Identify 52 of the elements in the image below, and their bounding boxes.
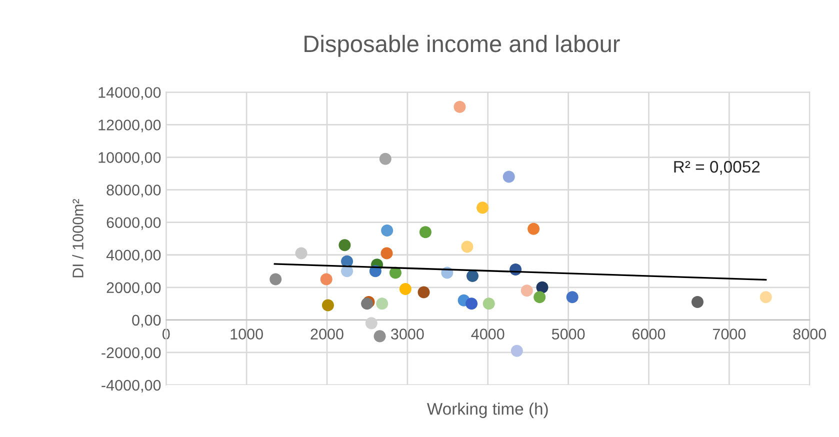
x-tick-label: 1000 — [230, 328, 263, 340]
chart-title: Disposable income and labour — [304, 34, 620, 57]
point — [476, 202, 489, 214]
point — [380, 247, 393, 260]
y-tick-label: 0,00 — [132, 314, 161, 328]
x-tick-label: 3000 — [391, 328, 424, 340]
point — [374, 330, 386, 342]
x-tick-label: 6000 — [632, 328, 666, 340]
x-tick-label: 7000 — [712, 328, 746, 340]
y-tick-label: -4000,00 — [102, 380, 161, 392]
x-tick-label: 0 — [162, 328, 170, 340]
point — [566, 291, 578, 304]
point — [536, 281, 548, 294]
point — [454, 100, 466, 113]
point — [510, 344, 523, 357]
point — [338, 239, 351, 252]
point — [520, 284, 533, 297]
point — [379, 152, 392, 165]
point — [466, 270, 479, 282]
x-tick-label: 5000 — [552, 328, 585, 340]
annotation: R² = 0,0052 — [674, 160, 760, 175]
point — [482, 298, 495, 310]
point — [320, 273, 332, 286]
point — [528, 222, 540, 235]
point — [534, 291, 546, 304]
point — [419, 226, 432, 238]
y-tick-label: 14000,00 — [98, 87, 161, 100]
point — [295, 247, 308, 260]
x-tick-label: 8000 — [793, 328, 826, 340]
y-tick-label: 10000,00 — [98, 152, 161, 165]
x-tick-label: 4000 — [471, 328, 504, 340]
point — [466, 298, 478, 310]
y-axis-title: DI / 1000m² — [72, 198, 84, 278]
point — [381, 224, 394, 236]
y-tick-label: 4000,00 — [106, 250, 161, 262]
point — [502, 170, 515, 183]
y-tick-label: 2000,00 — [106, 282, 161, 295]
x-tick-label: 2000 — [310, 328, 344, 340]
point — [461, 240, 474, 253]
point — [270, 273, 282, 286]
y-tick-label: 6000,00 — [106, 217, 161, 230]
y-tick-label: 12000,00 — [98, 120, 161, 132]
point — [376, 298, 388, 310]
point — [322, 299, 334, 312]
y-tick-label: 8000,00 — [106, 184, 161, 198]
point — [365, 317, 378, 330]
point — [418, 286, 430, 298]
point — [760, 291, 772, 304]
y-tick-label: -2000,00 — [102, 347, 161, 360]
point — [399, 283, 412, 296]
x-axis-title: Working time (h) — [426, 402, 548, 418]
point — [691, 296, 704, 308]
